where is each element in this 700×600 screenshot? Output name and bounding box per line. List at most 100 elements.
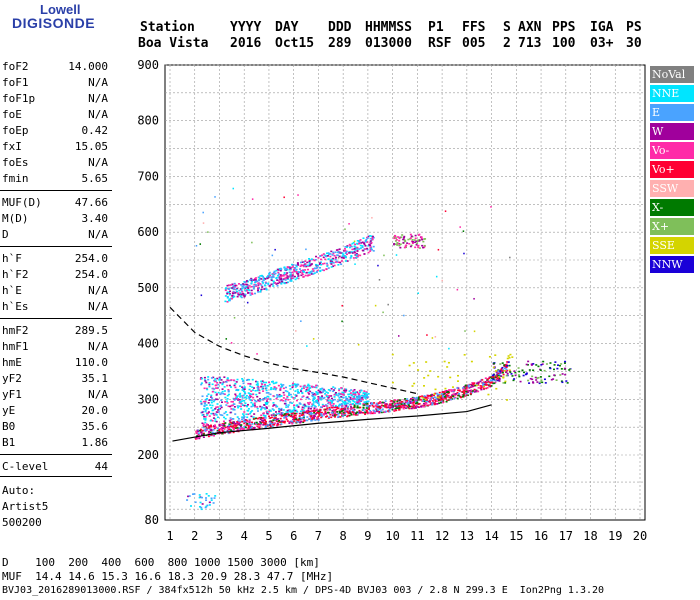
echo-dot: [256, 280, 259, 283]
echo-dot: [212, 412, 215, 415]
param-key: M(D): [2, 212, 29, 225]
echo-dot: [294, 386, 297, 388]
echo-dot: [276, 405, 279, 408]
param-key: foEs: [2, 156, 29, 169]
echo-dot: [200, 496, 203, 499]
echo-dot: [420, 405, 423, 408]
echo-dot: [197, 430, 200, 433]
echo-dot: [219, 427, 222, 430]
echo-dot: [261, 275, 264, 278]
echo-dot: [251, 241, 253, 244]
echo-dot: [320, 414, 323, 417]
echo-dot: [323, 269, 326, 272]
echo-dot: [326, 407, 329, 409]
echo-dot: [218, 425, 221, 427]
echo-dot: [432, 397, 435, 400]
echo-dot: [249, 399, 252, 401]
echo-dot: [441, 279, 443, 282]
echo-dot: [247, 291, 250, 294]
echo-dot: [272, 402, 275, 404]
echo-dot: [351, 407, 354, 409]
echo-dot: [467, 385, 470, 388]
echo-dot: [318, 262, 321, 265]
echo-dot: [248, 396, 251, 398]
echo-dot: [403, 238, 406, 241]
echo-dot: [270, 416, 273, 419]
echo-dot: [412, 362, 415, 364]
echo-dot: [514, 374, 517, 377]
echo-dot: [291, 416, 294, 418]
echo-dot: [343, 403, 346, 405]
echo-dot: [230, 408, 233, 410]
echo-dot: [358, 406, 361, 409]
echo-dot: [505, 371, 508, 373]
echo-dot: [486, 384, 489, 386]
echo-dot: [251, 198, 254, 200]
echo-dot: [308, 384, 311, 387]
echo-dot: [246, 420, 249, 423]
echo-dot: [398, 402, 401, 404]
echo-dot: [505, 368, 508, 371]
echo-dot: [214, 420, 217, 422]
y-tick-label: 400: [137, 337, 159, 351]
echo-dot: [361, 396, 364, 399]
echo-dot: [227, 379, 230, 382]
echo-dot: [200, 294, 203, 297]
echo-dot: [283, 272, 286, 274]
echo-dot: [373, 402, 376, 404]
echo-dot: [325, 391, 328, 393]
echo-dot: [327, 397, 330, 399]
echo-dot: [234, 386, 237, 389]
echo-dot: [326, 265, 329, 267]
param-value: N/A: [88, 388, 108, 401]
auto-artist: Artist5: [2, 500, 49, 513]
echo-dot: [300, 420, 303, 423]
echo-dot: [287, 404, 290, 406]
echo-dot: [250, 292, 253, 295]
echo-dot: [299, 410, 302, 413]
echo-dot: [244, 420, 247, 423]
echo-dot: [293, 404, 296, 407]
echo-dot: [300, 390, 303, 393]
echo-dot: [287, 406, 290, 408]
echo-dot: [398, 335, 400, 337]
echo-dot: [280, 275, 283, 277]
echo-dot: [317, 419, 320, 421]
echo-dot: [340, 393, 343, 395]
echo-dot: [292, 418, 295, 421]
param-key: B1: [2, 436, 16, 449]
echo-dot: [251, 386, 254, 388]
echo-dot: [213, 388, 216, 390]
echo-dot: [264, 385, 267, 387]
echo-dot: [286, 275, 289, 277]
echo-dot: [548, 375, 551, 378]
echo-dot: [262, 277, 265, 279]
echo-dot: [417, 406, 420, 408]
echo-dot: [404, 240, 407, 243]
echo-dot: [293, 414, 296, 417]
echo-dot: [371, 237, 374, 239]
echo-dot: [204, 506, 207, 509]
echo-dot: [380, 411, 383, 414]
echo-dot: [366, 241, 369, 243]
echo-dot: [463, 392, 466, 395]
echo-dot: [316, 416, 319, 419]
echo-dot: [271, 422, 274, 425]
echo-dot: [295, 268, 298, 271]
echo-dot: [394, 407, 397, 410]
echo-dot: [313, 414, 316, 417]
echo-dot: [197, 434, 200, 436]
echo-dot: [293, 270, 296, 273]
echo-dot: [312, 403, 315, 405]
echo-dot: [330, 395, 333, 397]
echo-dot: [521, 369, 524, 372]
echo-dot: [278, 419, 281, 422]
echo-dot: [363, 253, 366, 255]
y-tick-label: 300: [137, 392, 159, 406]
echo-dot: [349, 257, 352, 259]
echo-dot: [289, 401, 292, 404]
echo-dot: [210, 434, 213, 436]
echo-dot: [400, 236, 403, 238]
echo-dot: [356, 248, 359, 250]
echo-dot: [294, 278, 297, 281]
